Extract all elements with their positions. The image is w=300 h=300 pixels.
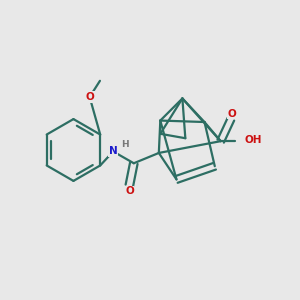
Text: N: N bbox=[109, 146, 118, 157]
Text: OH: OH bbox=[244, 135, 262, 145]
Text: O: O bbox=[227, 109, 236, 119]
Text: H: H bbox=[121, 140, 129, 149]
Text: O: O bbox=[125, 186, 134, 196]
Text: O: O bbox=[85, 92, 94, 102]
